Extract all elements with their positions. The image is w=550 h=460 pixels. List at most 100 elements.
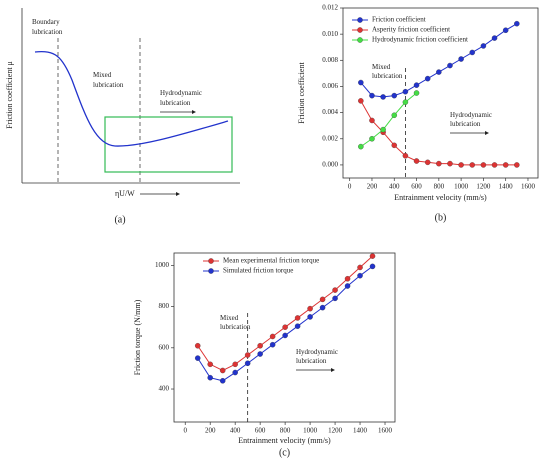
data-point — [369, 117, 375, 124]
data-point — [391, 112, 398, 118]
legend-marker — [357, 17, 363, 23]
data-point — [380, 94, 386, 100]
legend-label: Hydrodynamic friction coefficient — [372, 36, 468, 44]
data-point — [257, 342, 263, 349]
data-point — [219, 378, 226, 384]
annotation-line: lubrication — [296, 357, 327, 365]
x-tick-label: 0 — [348, 183, 352, 191]
data-point — [282, 324, 288, 330]
data-point — [413, 158, 420, 164]
y-tick-label: 0.012 — [322, 4, 338, 12]
data-point — [294, 323, 301, 329]
caption: (a) — [114, 214, 125, 225]
data-point — [307, 314, 313, 320]
data-point — [469, 49, 476, 56]
legend-marker — [208, 268, 214, 274]
data-point — [514, 162, 520, 168]
data-point — [447, 160, 453, 167]
data-point — [294, 315, 301, 321]
data-point — [402, 153, 409, 159]
annotation: Mixed lubrication — [93, 71, 124, 89]
data-point — [244, 352, 251, 358]
x-tick-label: 400 — [230, 427, 241, 435]
x-tick-label: 200 — [367, 183, 378, 191]
annotation-line: lubrication — [220, 323, 251, 331]
arrow-head — [192, 110, 196, 114]
panel: 0 200 400 600 800 1000 1200 1400 1600 0.000 0.002 0… — [297, 4, 539, 223]
x-tick-label: 1600 — [521, 183, 536, 191]
data-point — [469, 162, 476, 168]
x-tick-label: 1200 — [476, 183, 491, 191]
data-point — [232, 361, 238, 368]
y-tick-label: 0.010 — [322, 30, 338, 38]
data-point — [269, 341, 276, 348]
data-point — [436, 69, 442, 75]
y-tick-label: 1000 — [155, 261, 170, 269]
data-point — [424, 75, 431, 82]
x-tick-label: 600 — [411, 183, 422, 191]
annotation-line: Hydrodynamic — [450, 111, 492, 119]
caption: (c) — [279, 447, 290, 458]
y-tick-label: 600 — [159, 343, 170, 351]
data-point — [207, 374, 213, 381]
data-point — [357, 272, 363, 279]
annotation: Hydrodynamic lubrication — [296, 348, 338, 365]
data-point — [380, 126, 386, 133]
data-point — [369, 263, 376, 270]
legend-label: Asperity friction coefficient — [372, 26, 450, 34]
stribeck-curve — [34, 50, 229, 147]
annotation-line: Hydrodynamic — [296, 348, 338, 356]
panel: 0 200 400 600 800 1000 1200 1400 1600 400 600 800 10… — [133, 252, 396, 458]
y-tick-label: 0.008 — [322, 56, 338, 64]
data-point — [344, 276, 351, 282]
data-point — [358, 79, 364, 86]
x-tick-label: 1400 — [353, 427, 368, 435]
legend-marker — [357, 27, 363, 33]
data-point — [257, 351, 263, 357]
y-axis-label: Friction coefficient μ — [5, 61, 14, 129]
data-point — [402, 88, 409, 95]
y-axis-label: Friction coefficient — [297, 62, 306, 124]
data-point — [194, 342, 201, 349]
data-point — [402, 99, 409, 105]
x-tick-label: 1400 — [499, 183, 514, 191]
data-point — [369, 92, 375, 99]
data-point — [480, 162, 487, 168]
annotation: Mixed lubrication — [220, 314, 251, 331]
caption: (b) — [435, 212, 447, 223]
annotation-line: Mixed — [372, 63, 391, 71]
y-tick-label: 0.000 — [322, 161, 338, 169]
data-point — [358, 143, 364, 150]
data-point — [219, 367, 226, 374]
data-point — [232, 369, 238, 376]
y-tick-label: 0.002 — [322, 134, 338, 142]
data-point — [194, 355, 201, 361]
data-point — [436, 160, 442, 167]
data-point — [319, 304, 326, 311]
arrow-head — [176, 192, 180, 196]
legend-label: Mean experimental friction torque — [223, 257, 319, 265]
x-tick-label: 600 — [255, 427, 266, 435]
data-point — [447, 62, 453, 69]
data-point — [480, 43, 487, 49]
annotation: Boundary lubrication — [32, 18, 63, 36]
data-point — [307, 305, 313, 312]
x-tick-label: 1600 — [378, 427, 393, 435]
data-point — [514, 20, 520, 27]
data-point — [413, 82, 420, 88]
data-point — [269, 333, 276, 340]
data-point — [502, 27, 509, 33]
x-axis-label: ηU/W — [115, 189, 135, 198]
highlight-box — [104, 116, 233, 173]
data-point — [319, 296, 326, 303]
annotation-line: lubrication — [450, 120, 481, 128]
legend-marker — [357, 37, 363, 43]
y-tick-label: 0.004 — [322, 108, 338, 116]
legend-label: Friction coefficient — [372, 16, 426, 24]
plot-frame — [173, 252, 396, 423]
data-point — [358, 98, 364, 104]
annotation-line: Mixed — [220, 314, 239, 322]
data-point — [282, 332, 288, 339]
x-tick-label: 800 — [434, 183, 445, 191]
